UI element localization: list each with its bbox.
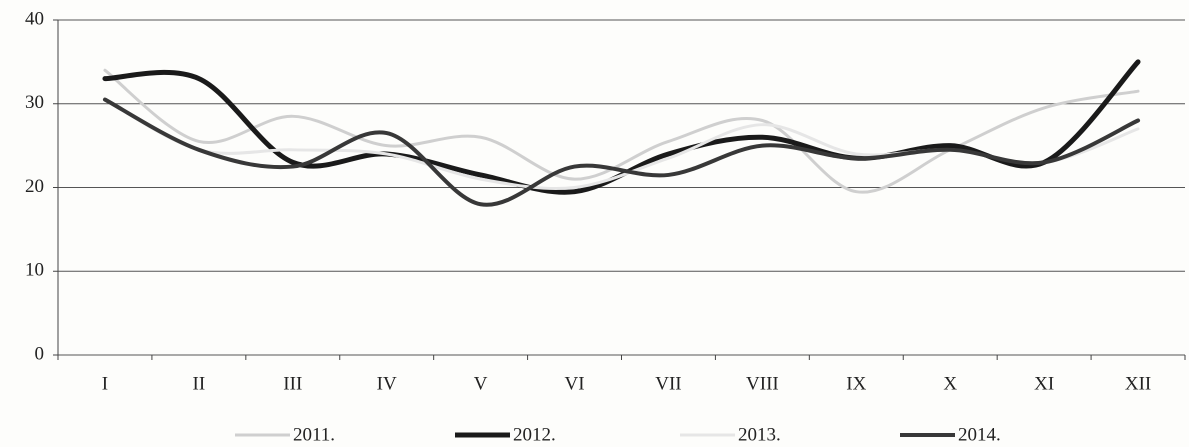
y-tick-label: 40 [25, 8, 44, 29]
legend-label: 2014. [958, 424, 1001, 445]
legend-label: 2012. [513, 424, 556, 445]
line-series [102, 97, 1141, 207]
x-tick-label: X [943, 373, 957, 394]
x-tick-label: VIII [746, 373, 779, 394]
x-tick-label: VI [565, 373, 585, 394]
x-tick-label: I [102, 373, 108, 394]
x-tick-label: II [193, 373, 206, 394]
y-tick-label: 20 [25, 176, 44, 197]
legend-label: 2013. [738, 424, 781, 445]
line-series [103, 98, 1140, 191]
y-tick-label: 30 [25, 92, 44, 113]
x-tick-label: XI [1034, 373, 1054, 394]
x-tick-label: VII [655, 373, 681, 394]
line-series [102, 59, 1141, 195]
x-tick-label: XII [1125, 373, 1151, 394]
x-tick-label: V [474, 373, 488, 394]
y-tick-label: 0 [35, 343, 45, 364]
legend-label: 2011. [293, 424, 335, 445]
x-tick-label: III [283, 373, 302, 394]
x-tick-label: IX [846, 373, 866, 394]
x-tick-label: IV [377, 373, 397, 394]
y-tick-label: 10 [25, 260, 44, 281]
